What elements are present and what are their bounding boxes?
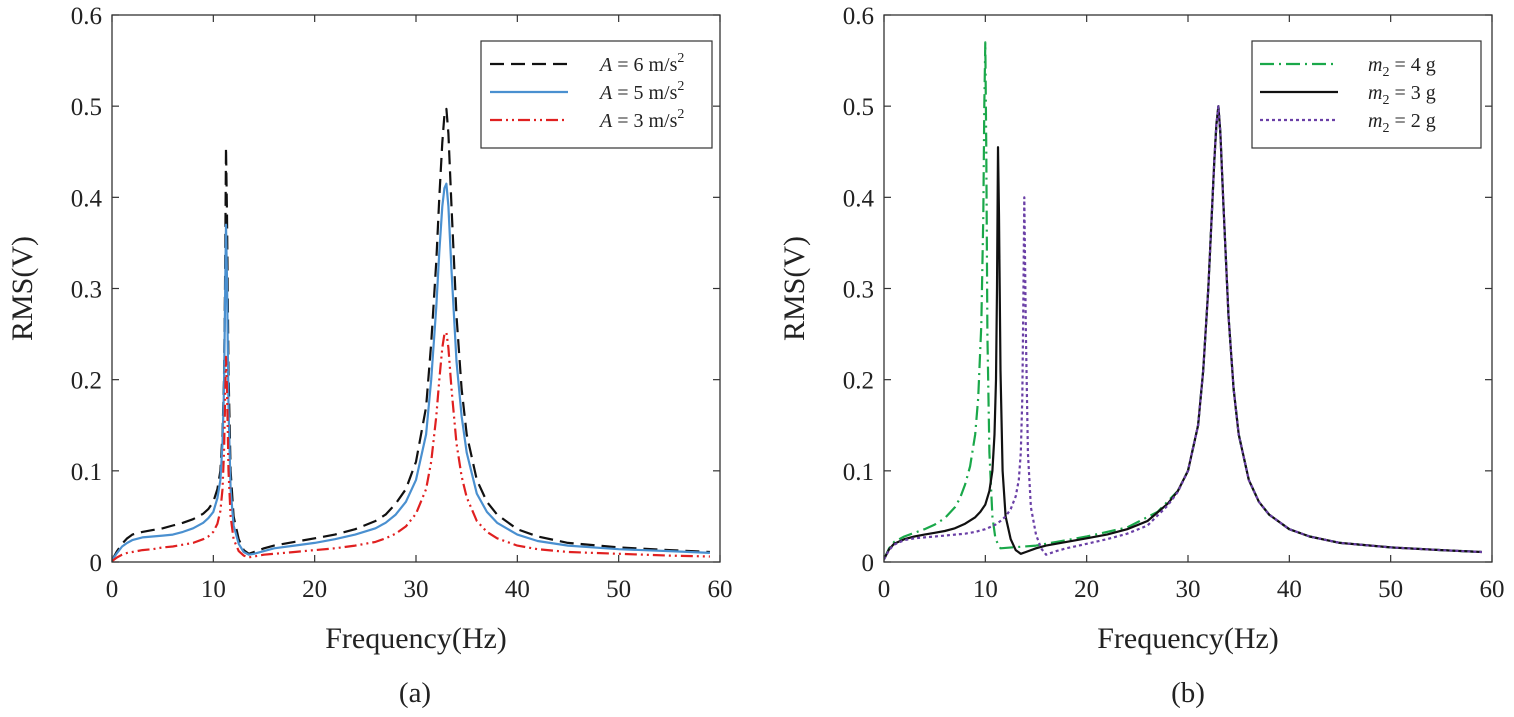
y-axis-label: RMS(V) bbox=[6, 236, 39, 341]
y-axis-label: RMS(V) bbox=[778, 236, 811, 341]
series-line-1 bbox=[884, 41, 1482, 560]
legend-label-3: A = 3 m/s2 bbox=[598, 107, 684, 132]
series-line-2 bbox=[112, 182, 710, 561]
y-tick-label: 0 bbox=[90, 550, 103, 577]
x-tick-label: 50 bbox=[606, 576, 631, 603]
series-line-3 bbox=[112, 331, 710, 562]
series-line-1 bbox=[112, 107, 710, 561]
y-tick-label: 0.6 bbox=[843, 3, 874, 30]
legend: m2 = 4 gm2 = 3 gm2 = 2 g bbox=[1251, 40, 1482, 149]
legend-label-1: m2 = 4 g bbox=[1368, 54, 1436, 80]
y-tick-label: 0.1 bbox=[71, 459, 102, 486]
panel-caption: (b) bbox=[1171, 677, 1205, 709]
series-line-3 bbox=[884, 105, 1482, 560]
x-tick-label: 40 bbox=[1277, 576, 1302, 603]
x-tick-label: 20 bbox=[302, 576, 327, 603]
y-tick-label: 0 bbox=[862, 550, 875, 577]
legend-label-2: m2 = 3 g bbox=[1368, 82, 1436, 108]
legend-box bbox=[480, 40, 713, 149]
y-tick-label: 0.3 bbox=[71, 277, 102, 304]
x-tick-label: 60 bbox=[708, 576, 733, 603]
legend-box bbox=[1251, 40, 1482, 149]
panel-a: 0 10 20 30 40 50 60 0 0.1 0.2 0.3 0.4 0.5 0.6 Frequenc… bbox=[6, 3, 733, 709]
x-tick-label: 40 bbox=[505, 576, 530, 603]
legend-label-1: A = 6 m/s2 bbox=[598, 51, 684, 76]
x-tick-label: 50 bbox=[1378, 576, 1403, 603]
y-tick-label: 0.5 bbox=[843, 94, 874, 121]
x-tick-label: 30 bbox=[404, 576, 429, 603]
x-tick-label: 30 bbox=[1176, 576, 1201, 603]
y-tick-label: 0.3 bbox=[843, 277, 874, 304]
legend-label-3: m2 = 2 g bbox=[1368, 110, 1436, 136]
x-tick-label: 0 bbox=[878, 576, 891, 603]
x-tick-label: 20 bbox=[1074, 576, 1099, 603]
y-tick-label: 0.1 bbox=[843, 459, 874, 486]
panel-caption: (a) bbox=[399, 677, 431, 709]
y-tick-label: 0.5 bbox=[71, 94, 102, 121]
plot-area bbox=[884, 41, 1482, 560]
x-tick-label: 10 bbox=[201, 576, 226, 603]
x-tick-label: 0 bbox=[106, 576, 119, 603]
y-tick-label: 0.6 bbox=[71, 3, 102, 30]
series-line-2 bbox=[884, 105, 1482, 560]
y-tick-label: 0.4 bbox=[71, 185, 103, 212]
x-tick-label: 60 bbox=[1480, 576, 1505, 603]
x-tick-label: 10 bbox=[973, 576, 998, 603]
x-axis-label: Frequency(Hz) bbox=[1097, 622, 1279, 655]
y-tick-label: 0.4 bbox=[843, 185, 875, 212]
legend-label-2: A = 5 m/s2 bbox=[598, 79, 684, 104]
legend: A = 6 m/s2 A = 5 m/s2 A = 3 m/s2 bbox=[480, 40, 713, 149]
panel-b: 0 10 20 30 40 50 60 0 0.1 0.2 0.3 0.4 0.5 0.6 Frequenc… bbox=[778, 3, 1505, 709]
y-tick-label: 0.2 bbox=[71, 368, 102, 395]
y-tick-label: 0.2 bbox=[843, 368, 874, 395]
plot-area bbox=[112, 107, 710, 562]
x-axis-label: Frequency(Hz) bbox=[325, 622, 507, 655]
